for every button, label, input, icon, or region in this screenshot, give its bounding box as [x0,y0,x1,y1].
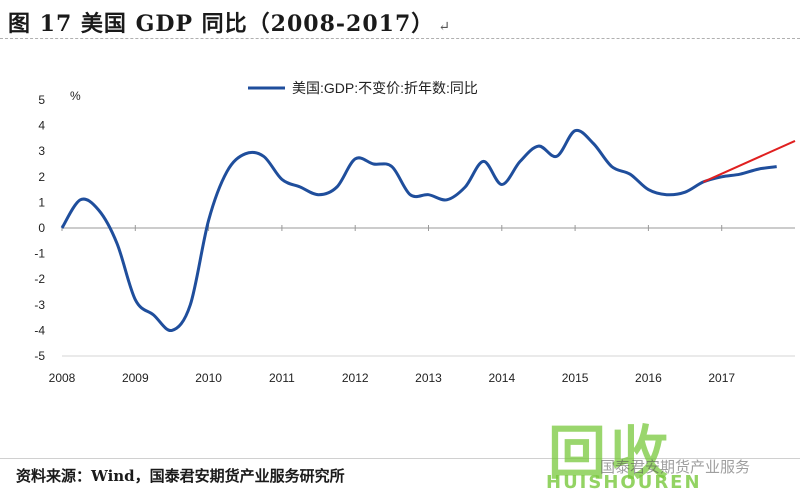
y-tick-label: 0 [38,221,45,235]
legend-label-series-1: 美国:GDP:不变价:折年数:同比 [292,80,478,96]
x-tick-label: 2016 [635,371,662,385]
series-line-1 [60,128,777,332]
y-axis-ticks: 5 4 3 2 1 0 -1 -2 -3 -4 -5 [34,93,45,363]
x-axis-ticks: 2008 2009 2010 2011 2012 2013 2014 2015 2016 2017 [49,225,735,385]
figure-title: 图 17 美国 GDP 同比（2008-2017） ↵ [8,6,451,38]
y-tick-label: -2 [34,272,45,286]
title-divider [0,38,800,39]
y-axis-unit-label: % [70,89,81,103]
chart-axes [62,227,795,357]
chart-legend: 美国:GDP:不变价:折年数:同比 [248,80,478,96]
gdp-line-chart: 美国:GDP:不变价:折年数:同比 % 5 4 3 2 1 0 -1 -2 -3 -4 -5 200… [34,80,796,385]
return-mark-icon: ↵ [438,19,451,35]
trend-line [702,140,796,183]
figure-title-text: 图 17 美国 GDP 同比（2008-2017） [8,11,435,37]
source-note: 资料来源：Wind，国泰君安期货产业服务研究所 [16,467,345,485]
y-tick-label: -5 [34,349,45,363]
source-divider [0,458,800,459]
x-tick-label: 2017 [708,371,735,385]
x-tick-label: 2013 [415,371,442,385]
x-tick-label: 2010 [195,371,222,385]
x-tick-label: 2015 [562,371,589,385]
x-tick-label: 2014 [488,371,515,385]
y-tick-label: -1 [34,247,45,261]
x-tick-label: 2012 [342,371,369,385]
watermark-latin-text: HUISHOUREN [546,472,702,493]
y-tick-label: 4 [38,119,45,133]
x-tick-label: 2009 [122,371,149,385]
y-tick-label: 5 [38,93,45,107]
y-tick-label: 1 [38,195,45,209]
x-tick-label: 2008 [49,371,76,385]
y-tick-label: -3 [34,298,45,312]
y-tick-label: -4 [34,323,45,337]
y-tick-label: 2 [38,170,45,184]
x-tick-label: 2011 [269,371,295,385]
chart-series [60,128,796,332]
y-tick-label: 3 [38,144,45,158]
